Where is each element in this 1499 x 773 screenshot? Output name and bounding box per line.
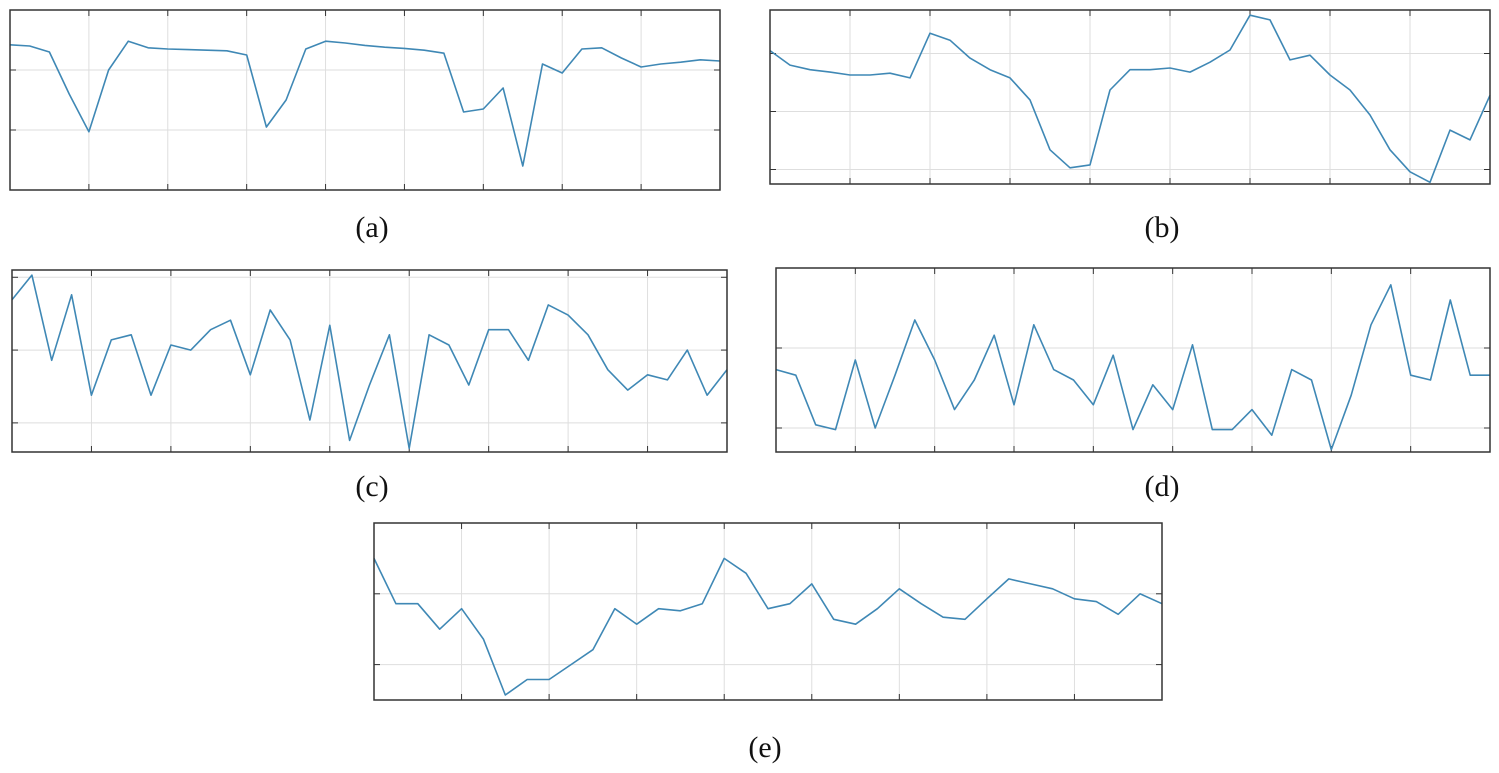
plot-frame	[9, 9, 721, 191]
plot-frame	[775, 267, 1491, 453]
plot-background	[10, 10, 720, 190]
panel-caption: (e)	[748, 731, 781, 764]
plot-background	[374, 523, 1162, 700]
data-line	[373, 557, 1163, 696]
plot-frame	[373, 522, 1163, 701]
plot-background	[12, 270, 727, 452]
plot-frame	[769, 9, 1491, 185]
panel-caption: (a)	[355, 211, 388, 244]
plot-background	[776, 268, 1490, 452]
plot-background	[770, 10, 1490, 184]
data-line	[9, 40, 721, 167]
data-line	[775, 284, 1490, 451]
plot-frame	[11, 269, 728, 453]
panel-caption: (d)	[1145, 470, 1180, 503]
data-line	[11, 274, 728, 450]
panel-caption: (b)	[1145, 211, 1180, 244]
panel-caption: (c)	[355, 470, 388, 503]
data-line	[769, 14, 1491, 184]
